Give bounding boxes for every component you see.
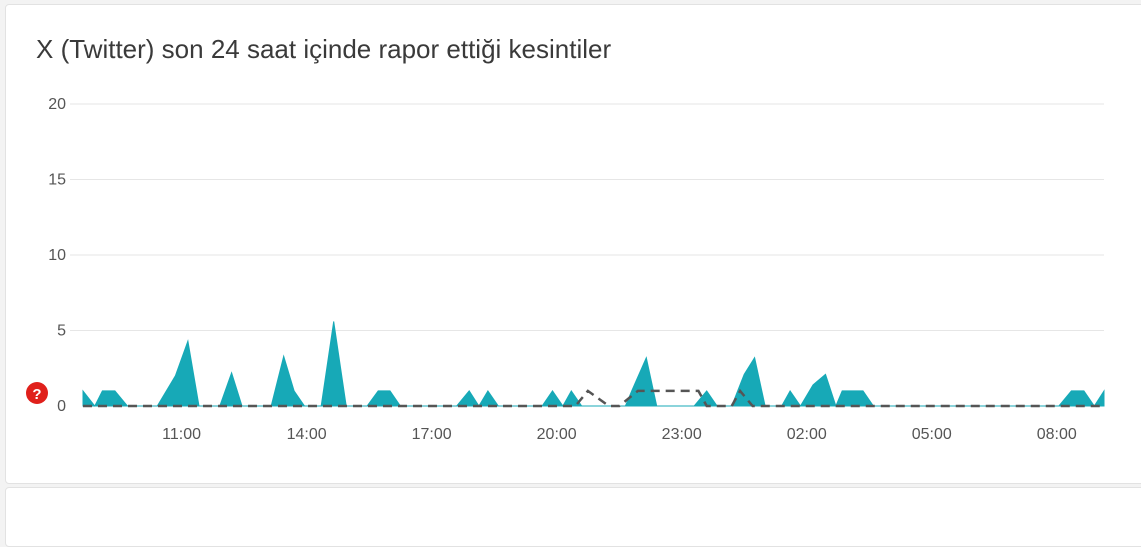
question-symbol: ? xyxy=(32,386,41,403)
x-tick-label: 23:00 xyxy=(662,426,702,443)
question-icon[interactable] xyxy=(26,382,48,404)
series-layer xyxy=(82,321,1105,408)
baseline-dashed-line xyxy=(83,388,1104,408)
x-axis: 11:00 14:00 17:00 20:00 23:00 02:00 05:00 08:00 xyxy=(162,426,1077,443)
x-tick-label: 08:00 xyxy=(1037,426,1077,443)
x-tick-label: 20:00 xyxy=(537,426,577,443)
x-tick-label: 17:00 xyxy=(412,426,452,443)
outage-chart: 0 5 10 15 20 11:00 14:00 17:00 20:00 23:00 02:00 0… xyxy=(26,96,1105,443)
y-tick-label: 10 xyxy=(48,247,66,264)
x-tick-label: 11:00 xyxy=(162,426,201,443)
y-tick-label: 0 xyxy=(57,398,66,415)
x-tick-label: 02:00 xyxy=(787,426,827,443)
x-tick-label: 14:00 xyxy=(287,426,327,443)
x-tick-label: 05:00 xyxy=(912,426,952,443)
y-tick-label: 5 xyxy=(57,323,66,340)
chart-title: X (Twitter) son 24 saat içinde rapor ett… xyxy=(36,34,612,64)
report-marker[interactable]: ? xyxy=(26,382,48,404)
reports-area xyxy=(82,321,1105,408)
y-tick-label: 15 xyxy=(48,172,66,189)
y-axis: 0 5 10 15 20 xyxy=(48,96,66,415)
y-tick-label: 20 xyxy=(48,96,66,113)
grid-lines xyxy=(70,103,1104,331)
